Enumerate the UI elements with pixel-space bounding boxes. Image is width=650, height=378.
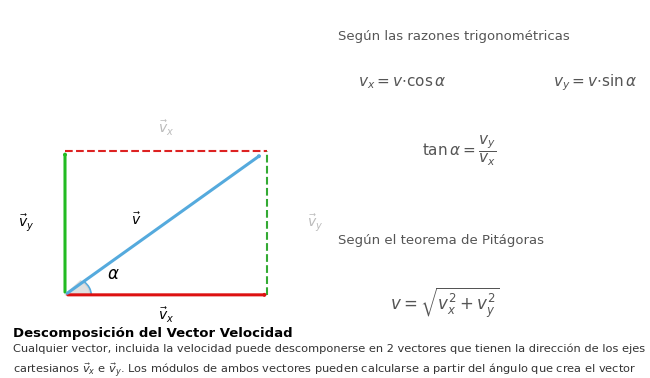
Text: $v_y = v{\cdot}\sin\alpha$: $v_y = v{\cdot}\sin\alpha$ bbox=[552, 73, 637, 93]
Text: Según las razones trigonométricas: Según las razones trigonométricas bbox=[338, 30, 570, 43]
Text: $v_x = v{\cdot}\cos\alpha$: $v_x = v{\cdot}\cos\alpha$ bbox=[358, 75, 446, 91]
Text: $\vec{v}_y$: $\vec{v}_y$ bbox=[307, 212, 323, 234]
Text: $\vec{v}_x$: $\vec{v}_x$ bbox=[158, 119, 174, 138]
Text: $v = \sqrt{v_x^2 + v_y^2}$: $v = \sqrt{v_x^2 + v_y^2}$ bbox=[390, 285, 500, 319]
Text: $\vec{v}_y$: $\vec{v}_y$ bbox=[18, 212, 34, 234]
Polygon shape bbox=[65, 281, 90, 295]
Text: Según el teorema de Pitágoras: Según el teorema de Pitágoras bbox=[338, 234, 544, 247]
Text: Descomposición del Vector Velocidad: Descomposición del Vector Velocidad bbox=[13, 327, 292, 340]
Text: $\tan\alpha = \dfrac{v_y}{v_x}$: $\tan\alpha = \dfrac{v_y}{v_x}$ bbox=[422, 134, 497, 168]
Text: $\alpha$: $\alpha$ bbox=[107, 265, 120, 283]
Text: Cualquier vector, incluida la velocidad puede descomponerse en 2 vectores que ti: Cualquier vector, incluida la velocidad … bbox=[13, 344, 645, 378]
Text: $\vec{v}_x$: $\vec{v}_x$ bbox=[158, 306, 174, 325]
Text: $\vec{v}$: $\vec{v}$ bbox=[131, 211, 142, 228]
